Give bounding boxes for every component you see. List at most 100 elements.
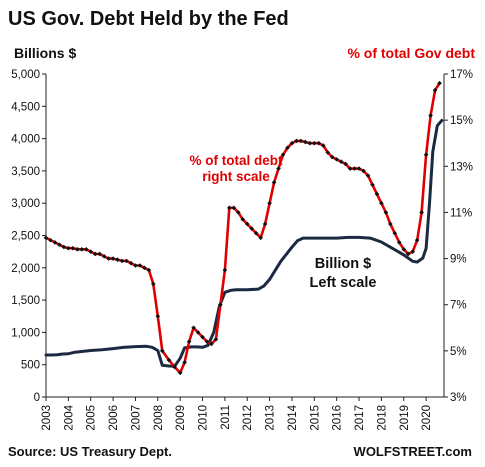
pct-data-point (177, 370, 183, 376)
left-tick-label: 4,500 (11, 101, 40, 113)
left-tick-label: 1,500 (11, 295, 40, 307)
pct-data-point (253, 230, 259, 236)
pct-data-point (338, 159, 344, 164)
pct-of-debt-line (44, 81, 441, 375)
pct-data-point (423, 152, 429, 158)
pct-data-point (43, 235, 49, 241)
pct-data-point (128, 260, 134, 266)
pct-data-point (166, 357, 172, 363)
pct-data-point (182, 360, 187, 365)
pct-data-point (213, 337, 219, 342)
x-tick-label: 2006 (108, 405, 120, 431)
pct-data-point (151, 281, 156, 287)
pct-data-point (119, 258, 125, 264)
pct-data-point (249, 226, 255, 231)
pct-data-point (312, 140, 317, 146)
x-tick-label: 2017 (354, 405, 366, 431)
pct-data-point (137, 263, 143, 268)
right-tick-label: 11% (450, 207, 472, 219)
brand-label: WOLFSTREET.com (354, 444, 472, 459)
billion-annotation-line2: Left scale (310, 275, 377, 291)
pct-data-point (325, 150, 331, 155)
pct-data-point (66, 245, 71, 251)
right-tick-label: 17% (450, 69, 473, 81)
right-axis-ticks: 3% 5% 7% 9% 11% 13% 15% 17% (444, 69, 473, 404)
x-tick-label: 2004 (63, 404, 75, 430)
pct-data-point (155, 313, 161, 319)
chart-title: US Gov. Debt Held by the Fed (8, 8, 289, 30)
x-tick-label: 2010 (198, 405, 210, 431)
pct-data-point (115, 257, 120, 263)
pct-data-point (200, 334, 205, 340)
pct-data-point (57, 242, 62, 248)
pct-annotation-line2: right scale (202, 169, 270, 184)
pct-data-point (280, 152, 286, 158)
pct-data-point (392, 230, 398, 236)
left-tick-label: 4,000 (11, 134, 40, 146)
pct-data-point (370, 182, 375, 188)
pct-data-point (428, 113, 433, 118)
pct-data-point (285, 145, 290, 151)
pct-data-point (79, 247, 85, 252)
pct-data-point (352, 166, 357, 171)
pct-data-point (294, 138, 299, 144)
pct-data-point (204, 339, 210, 344)
left-tick-label: 5,000 (11, 69, 40, 81)
pct-data-point (142, 265, 147, 271)
pct-data-point (52, 240, 58, 245)
pct-data-point (110, 256, 116, 261)
pct-data-point (92, 251, 98, 257)
pct-data-point (401, 247, 407, 252)
pct-data-point (271, 180, 277, 185)
pct-data-point (379, 200, 384, 206)
pct-data-point (133, 263, 138, 268)
pct-data-point (316, 140, 322, 146)
pct-data-point (361, 168, 366, 174)
billion-annotation-line1: Billion $ (315, 256, 371, 272)
pct-data-point (334, 157, 339, 162)
pct-data-point (396, 240, 402, 245)
left-tick-label: 3,500 (11, 166, 40, 178)
pct-data-point (227, 205, 232, 211)
pct-data-point (75, 247, 80, 252)
billion-dollar-line (44, 119, 444, 368)
series-layer (43, 80, 444, 376)
x-tick-label: 2012 (242, 405, 254, 431)
pct-data-point (320, 143, 326, 148)
pct-data-point (347, 166, 353, 171)
left-tick-label: 2,500 (11, 231, 40, 243)
x-tick-label: 2008 (153, 405, 165, 431)
pct-data-point (191, 325, 196, 331)
pct-data-point (343, 161, 348, 167)
pct-data-point (195, 330, 201, 335)
left-axis-label: Billions $ (14, 45, 76, 61)
pct-data-point (356, 166, 362, 171)
pct-data-point (303, 139, 308, 145)
pct-data-point (419, 210, 424, 215)
pct-data-point (209, 341, 214, 347)
pct-data-point (97, 251, 102, 257)
x-tick-label: 2019 (399, 405, 411, 431)
right-tick-label: 3% (450, 392, 467, 404)
pct-data-point (414, 237, 420, 243)
pct-data-point (106, 256, 111, 261)
pct-data-point (374, 191, 380, 197)
pct-data-point (159, 348, 165, 354)
pct-data-point (186, 339, 192, 344)
x-tick-label: 2005 (86, 405, 98, 431)
pct-data-point (298, 138, 304, 144)
left-tick-label: 1,000 (11, 327, 40, 339)
pct-annotation-line1: % of total debt (190, 153, 283, 168)
left-tick-label: 0 (34, 392, 40, 404)
pct-data-point (307, 140, 313, 146)
pct-data-point (218, 302, 223, 308)
right-tick-label: 13% (450, 161, 473, 173)
pct-data-point (258, 235, 263, 241)
pct-data-point (267, 200, 272, 206)
x-tick-label: 2014 (287, 404, 299, 430)
pct-data-point (262, 221, 268, 227)
pct-data-point (240, 217, 246, 222)
pct-data-point (244, 221, 250, 227)
x-tick-label: 2020 (421, 405, 433, 431)
